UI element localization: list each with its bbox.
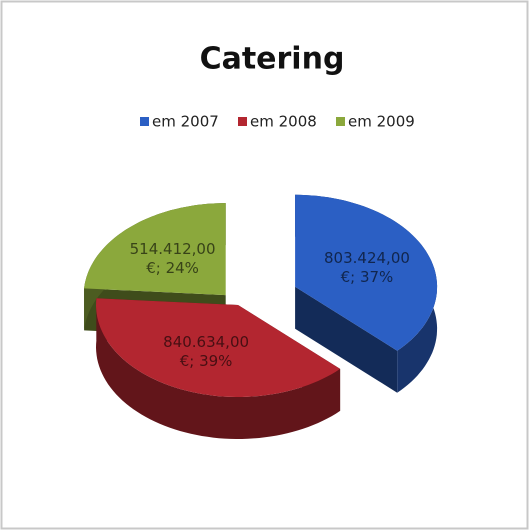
slice — [96, 298, 341, 397]
data-label: 803.424,00 €; 37% — [324, 249, 410, 286]
slice-side — [295, 286, 398, 393]
pie: 803.424,00 €; 37% 840.634,00 €; 39% 514.412,… — [84, 194, 438, 439]
chart-title: Catering — [200, 42, 345, 77]
legend-label: em 2009 — [348, 113, 415, 131]
legend-label: em 2007 — [152, 113, 219, 131]
slice-side — [96, 298, 341, 439]
slice — [84, 203, 226, 296]
legend-swatch — [336, 117, 345, 126]
slice — [295, 194, 438, 351]
legend: em 2007 em 2008 em 2009 — [140, 113, 415, 131]
legend-swatch — [238, 117, 247, 126]
legend-swatch — [140, 117, 149, 126]
legend-label: em 2008 — [250, 113, 317, 131]
data-label: 514.412,00 €; 24% — [130, 240, 216, 277]
data-label: 840.634,00 €; 39% — [163, 333, 249, 370]
